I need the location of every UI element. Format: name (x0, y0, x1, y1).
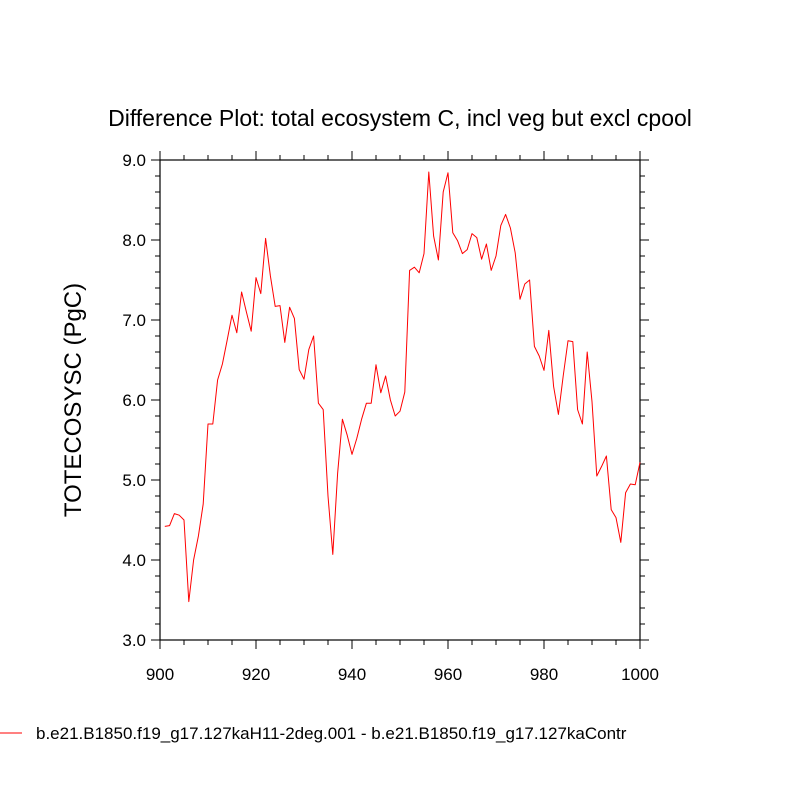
x-tick-label: 900 (146, 665, 174, 684)
y-tick-label: 7.0 (122, 311, 146, 330)
y-axis-title: TOTECOSYSC (PgC) (60, 283, 87, 517)
x-tick-label: 920 (242, 665, 270, 684)
series-layer (164, 171, 641, 603)
x-tick-label: 960 (434, 665, 462, 684)
x-tick-label: 980 (530, 665, 558, 684)
x-tick-label: 1000 (621, 665, 659, 684)
chart-title: Difference Plot: total ecosystem C, incl… (108, 105, 692, 131)
series-line (164, 171, 641, 603)
y-tick-label: 5.0 (122, 471, 146, 490)
y-tick-label: 9.0 (122, 151, 146, 170)
plot-frame (159, 159, 641, 641)
y-tick-label: 8.0 (122, 231, 146, 250)
y-tick-label: 3.0 (122, 631, 146, 650)
y-axis: 3.0 4.0 5.0 6.0 7.0 8.0 9.0 (122, 151, 649, 650)
legend: b.e21.B1850.f19_g17.127kaH11-2deg.001 - … (0, 724, 627, 743)
x-tick-label: 940 (338, 665, 366, 684)
y-tick-label: 6.0 (122, 391, 146, 410)
legend-label: b.e21.B1850.f19_g17.127kaH11-2deg.001 - … (36, 724, 627, 743)
y-tick-label: 4.0 (122, 551, 146, 570)
x-axis: 900 920 940 960 980 1000 (146, 151, 659, 684)
